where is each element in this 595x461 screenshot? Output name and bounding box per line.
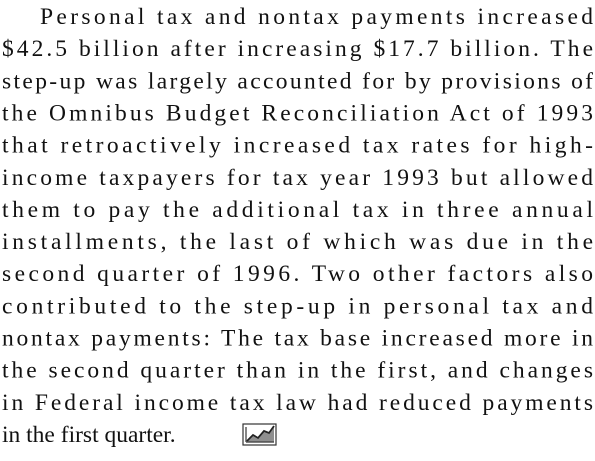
text-line: Personal tax and nontax payments increas… (40, 4, 593, 30)
text-line: income taxpayers for tax year 1993 but a… (2, 165, 593, 191)
text-line: $42.5 billion after increasing $17.7 bil… (2, 36, 593, 62)
text-line: contributed to the step-up in personal t… (2, 293, 593, 319)
text-line: second quarter of 1996. Two other factor… (2, 261, 593, 287)
text-line: that retroactively increased tax rates f… (2, 133, 593, 159)
text-line: them to pay the additional tax in three … (2, 197, 593, 223)
text-line: nontax payments: The tax base increased … (2, 326, 593, 352)
text-line: the Omnibus Budget Reconciliation Act of… (2, 100, 593, 126)
text-line: in Federal income tax law had reduced pa… (2, 390, 593, 416)
text-line: installments, the last of which was due … (2, 229, 593, 255)
text-line: in the first quarter. (2, 422, 176, 448)
text-line: step-up was largely accounted for by pro… (2, 68, 593, 94)
text-line: the second quarter than in the first, an… (2, 358, 593, 384)
chart-icon (242, 423, 277, 446)
